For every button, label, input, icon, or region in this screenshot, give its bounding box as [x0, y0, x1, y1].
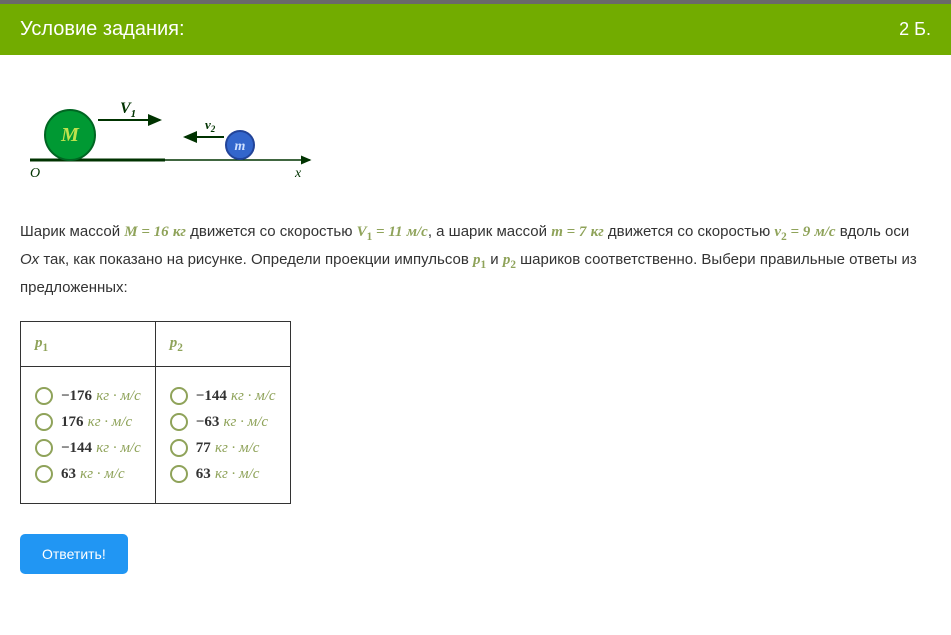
- radio-icon[interactable]: [170, 413, 188, 431]
- col-header-p2: p2: [155, 321, 290, 366]
- header-title: Условие задания:: [20, 18, 185, 41]
- option-label: 63 кг · м/с: [61, 465, 125, 483]
- answer-option[interactable]: 77 кг · м/с: [170, 439, 276, 457]
- options-p2: −144 кг · м/с −63 кг · м/с 77 кг · м/с 63 к…: [155, 366, 290, 503]
- answer-option[interactable]: 176 кг · м/с: [35, 413, 141, 431]
- radio-icon[interactable]: [170, 465, 188, 483]
- options-p1: −176 кг · м/с 176 кг · м/с −144 кг · м/с 63…: [21, 366, 156, 503]
- header-points: 2 Б.: [899, 19, 931, 40]
- answer-option[interactable]: 63 кг · м/с: [35, 465, 141, 483]
- radio-icon[interactable]: [35, 465, 53, 483]
- option-label: −144 кг · м/с: [196, 387, 276, 405]
- col-header-p1: p1: [21, 321, 156, 366]
- axis-origin-label: O: [30, 166, 40, 181]
- submit-button[interactable]: Ответить!: [20, 534, 128, 574]
- radio-icon[interactable]: [35, 413, 53, 431]
- answer-option[interactable]: −144 кг · м/с: [35, 439, 141, 457]
- task-content: O x M V1 m v2 Шарик массой M = 16 кг дви…: [0, 55, 951, 594]
- problem-statement: Шарик массой M = 16 кг движется со скоро…: [20, 219, 931, 301]
- radio-icon[interactable]: [170, 439, 188, 457]
- answer-option[interactable]: 63 кг · м/с: [170, 465, 276, 483]
- option-label: 176 кг · м/с: [61, 413, 132, 431]
- option-label: 77 кг · м/с: [196, 439, 260, 457]
- svg-text:v2: v2: [205, 117, 216, 134]
- option-label: −63 кг · м/с: [196, 413, 268, 431]
- option-label: −176 кг · м/с: [61, 387, 141, 405]
- small-ball-label: m: [235, 139, 246, 154]
- answer-option[interactable]: −63 кг · м/с: [170, 413, 276, 431]
- option-label: −144 кг · м/с: [61, 439, 141, 457]
- answer-option[interactable]: −144 кг · м/с: [170, 387, 276, 405]
- axis-x-label: x: [294, 166, 302, 181]
- big-ball-label: M: [60, 124, 80, 146]
- svg-text:V1: V1: [120, 100, 136, 120]
- radio-icon[interactable]: [35, 387, 53, 405]
- task-header: Условие задания: 2 Б.: [0, 0, 951, 55]
- physics-diagram: O x M V1 m v2: [20, 85, 931, 189]
- radio-icon[interactable]: [35, 439, 53, 457]
- answer-table: p1 p2 −176 кг · м/с 176 кг · м/с −144 кг ·…: [20, 321, 291, 504]
- answer-option[interactable]: −176 кг · м/с: [35, 387, 141, 405]
- radio-icon[interactable]: [170, 387, 188, 405]
- option-label: 63 кг · м/с: [196, 465, 260, 483]
